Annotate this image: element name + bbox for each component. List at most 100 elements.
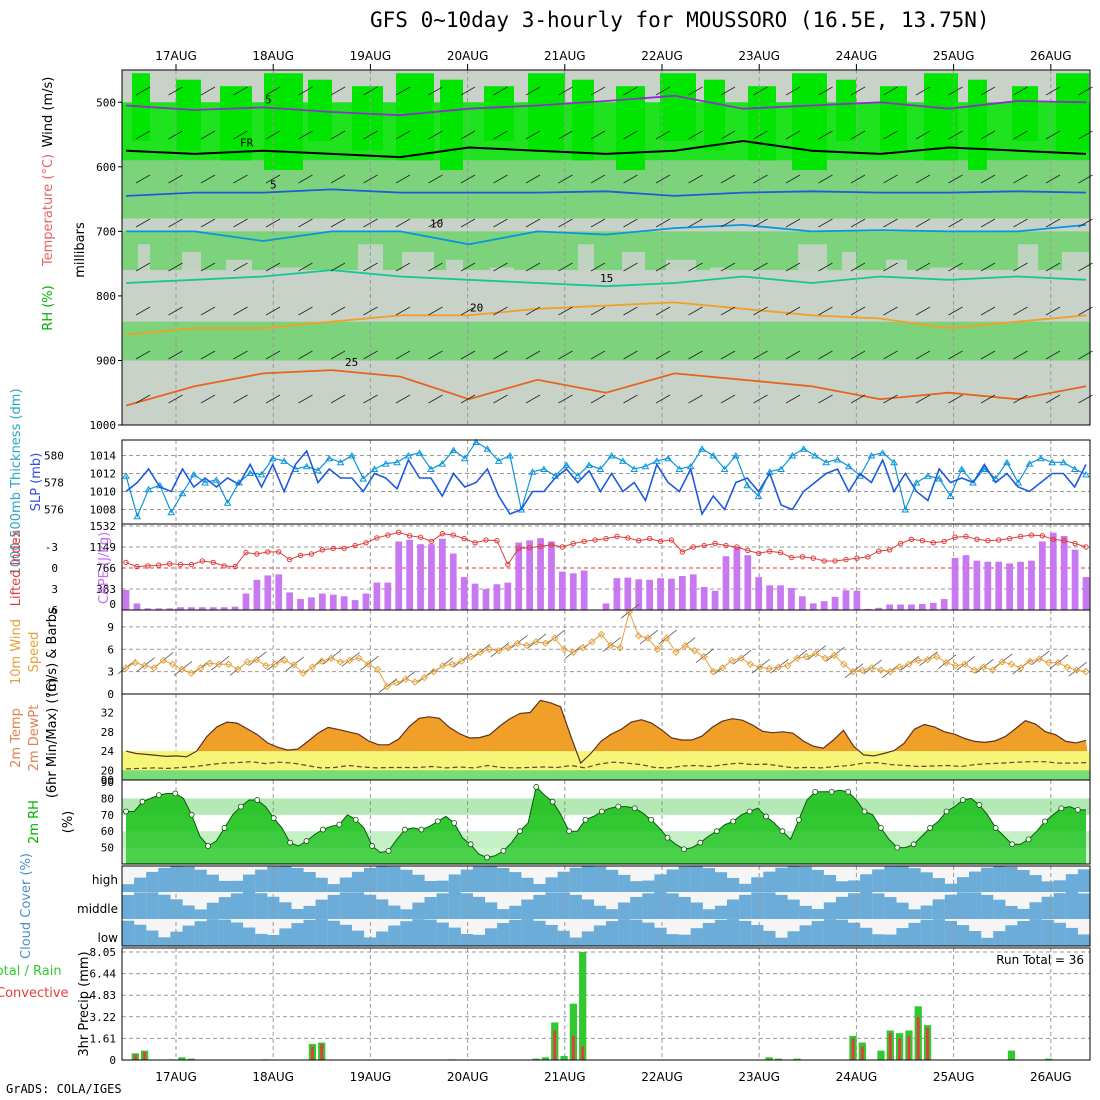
temperature-tick-label: 28 [101,726,114,739]
wind-barb [818,306,833,316]
cloud-cover-bar [255,869,268,892]
cloud-cover-bar [702,868,715,892]
cape-bar [264,575,272,610]
lifted-index-tick-label: 3 [51,583,58,596]
lifted-index-point [123,559,129,566]
cloud-cover-bar [569,867,582,892]
surface-wind-barb [602,637,621,652]
cloud-cover-bar [787,931,800,946]
cloud-cover-bar [908,868,921,892]
wind-barb [298,174,313,184]
cape-bar [220,607,228,610]
cloud-cover-bar [497,909,510,919]
lifted-index-point [472,540,478,546]
wind-barb [363,306,378,316]
wind-barb [915,174,931,184]
total-precip-bar [569,1003,578,1060]
contour-label: FR [240,137,254,150]
rh-point [566,828,572,835]
cape-bar [951,557,959,610]
cloud-cover-bar [339,924,352,946]
wind-barb [623,130,638,140]
wind-barb [298,86,313,96]
wind-barb [200,174,216,184]
rh-frame [121,779,1091,865]
lifted-index-point [952,534,958,540]
cloud-cover-bar [194,869,207,892]
wind-barb [688,394,703,404]
cape-bar [177,607,184,610]
wind-barb [395,130,411,140]
wind-barb [298,394,313,404]
wind-barb [135,174,151,184]
cloud-cover-bar [593,925,607,946]
wind-barb [688,174,703,184]
cape-bar [548,541,555,610]
wind-barb [265,130,281,140]
thickness-point [923,472,932,479]
wind-barb [948,350,963,360]
cape-bar [275,574,283,610]
cape-bar [395,541,403,610]
cloud-frame [121,865,1091,947]
lifted-index-point [308,551,315,557]
wind-barb [590,218,606,228]
rh-point [336,821,343,828]
wind-barb [460,174,476,184]
precip-tick-label: 1.61 [90,1032,117,1045]
lifted-index-point [188,561,195,568]
wind-barb [1045,262,1061,272]
wind-barb [135,350,151,360]
thickness-point [562,461,571,468]
wind-barb [233,350,248,360]
wind-barb [655,86,671,96]
wind-barb [590,130,606,140]
lifted-index-point [439,531,446,537]
precip-tick-label: 6.44 [90,968,117,981]
temperature-low-band [122,751,1090,771]
cape-bar [471,583,479,610]
surface-wind-barb [285,656,305,672]
surface-wind-barb [826,646,845,662]
thickness-point [1059,458,1068,466]
wind-barb [915,350,931,360]
date-label-bottom: 20AUG [447,1070,489,1084]
thickness-point [788,452,797,459]
cape-bar [537,538,544,610]
cloud-cover-bar [787,899,800,919]
cloud-cover-bar [460,869,473,892]
wind-barb [265,86,281,96]
cloud-cover-bar [279,866,292,892]
rh-axis-label: RH (%) [41,285,56,330]
wind-barb [915,306,931,316]
wind-speed-point [1026,657,1034,665]
lifted-index-point [363,540,369,546]
wind-barb [428,394,443,404]
thickness-point [415,449,424,456]
rh-point [779,828,786,835]
cloud-cover-bar [364,894,377,919]
thickness-point [460,454,469,462]
rh-point [516,828,523,835]
cloud-cover-bar [424,897,437,919]
cloud-cover-bar [400,921,413,946]
rh-dry-patch [754,275,776,316]
wind-barb [330,306,346,316]
cloud-cover-bar [848,893,861,919]
thickness-point [427,465,435,472]
wind-barb [720,306,736,316]
wind-barb [525,306,541,316]
cloud-cover-bar [303,905,316,919]
lifted-index-point [134,563,140,570]
cloud-cover-bar [981,894,994,919]
cloud-cover-bar [460,893,473,919]
wind-barb [363,174,378,184]
cloud-cover-bar [763,871,776,892]
rh-series [126,785,1086,858]
rh-patch [264,73,303,171]
wind-speed-point [467,653,475,661]
thickness-point [1036,454,1045,462]
wind-barb [623,86,638,96]
cloud-cover-bar [799,866,812,892]
cloud-cover-bar [811,909,824,919]
